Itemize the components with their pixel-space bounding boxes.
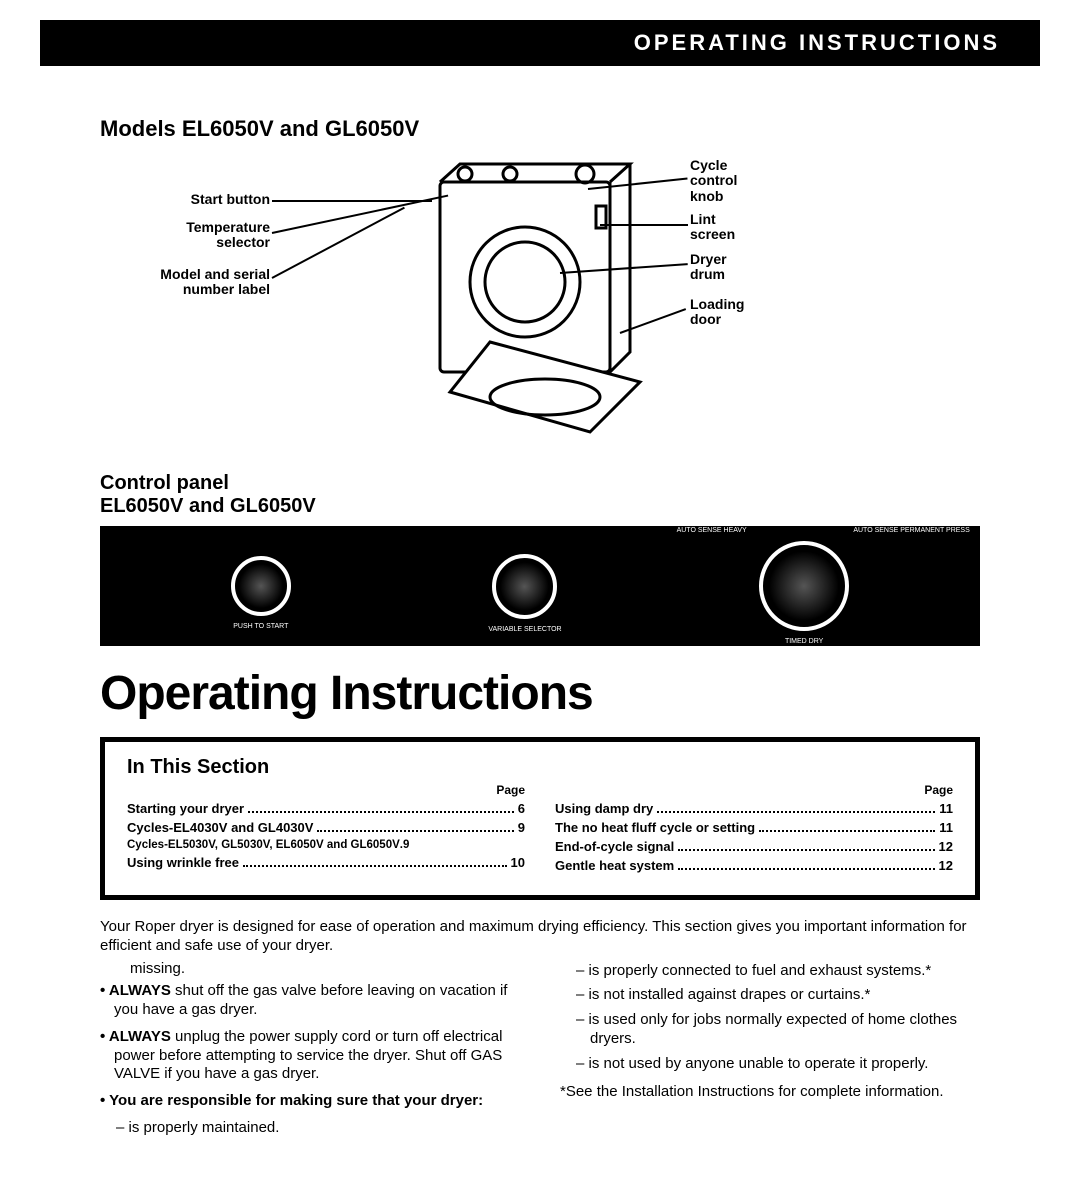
safety-columns: missing. ALWAYS shut off the gas valve b… [100, 960, 980, 1144]
page-content: Models EL6050V and GL6050V [0, 66, 1080, 1164]
toc-row: Starting your dryer6 [127, 801, 525, 816]
toc-row: Cycles-EL4030V and GL4030V9 [127, 820, 525, 835]
control-panel-image: PUSH TO START VARIABLE SELECTOR AUTO SEN… [100, 526, 980, 646]
callout-line [600, 224, 688, 226]
safety-dash: is properly connected to fuel and exhaus… [590, 962, 980, 981]
toc-left-column: Page Starting your dryer6 Cycles-EL4030V… [127, 783, 525, 877]
dryer-diagram: Start button Temperature selector Model … [100, 152, 980, 452]
safety-dash: is not used by anyone unable to operate … [590, 1055, 980, 1074]
safety-dash: is properly maintained. [130, 1119, 520, 1138]
safety-left: missing. ALWAYS shut off the gas valve b… [100, 960, 520, 1144]
callout-line [272, 200, 432, 202]
control-panel-heading: Control panel EL6050V and GL6050V [100, 472, 980, 518]
cycle-knob: AUTO SENSE HEAVY AUTO SENSE PERMANENT PR… [759, 541, 849, 631]
safety-bullet: ALWAYS shut off the gas valve before lea… [114, 982, 520, 1020]
selector-knob: VARIABLE SELECTOR [492, 554, 557, 619]
start-knob: PUSH TO START [231, 556, 291, 616]
header-bar: OPERATING INSTRUCTIONS [40, 20, 1040, 66]
safety-bullet: You are responsible for making sure that… [114, 1092, 520, 1111]
models-heading: Models EL6050V and GL6050V [100, 116, 980, 142]
safety-dash: is not installed against drapes or curta… [590, 986, 980, 1005]
main-title: Operating Instructions [100, 666, 980, 721]
dryer-illustration [410, 152, 670, 442]
toc-row: End-of-cycle signal12 [555, 839, 953, 854]
callout-lint-screen: Lint screen [690, 212, 735, 243]
toc-row: Using damp dry11 [555, 801, 953, 816]
callout-dryer-drum: Dryer drum [690, 252, 727, 283]
toc-box: In This Section Page Starting your dryer… [100, 737, 980, 900]
intro-paragraph: Your Roper dryer is designed for ease of… [100, 918, 980, 956]
toc-row: Gentle heat system12 [555, 858, 953, 873]
missing-text: missing. [130, 960, 520, 979]
header-title: OPERATING INSTRUCTIONS [634, 30, 1000, 55]
callout-cycle-knob: Cycle control knob [690, 158, 737, 204]
safety-bullet: ALWAYS unplug the power supply cord or t… [114, 1028, 520, 1084]
toc-row: Using wrinkle free10 [127, 855, 525, 870]
safety-right: is properly connected to fuel and exhaus… [560, 960, 980, 1144]
install-note: *See the Installation Instructions for c… [560, 1083, 980, 1102]
toc-right-column: Page Using damp dry11 The no heat fluff … [555, 783, 953, 877]
callout-model-serial: Model and serial number label [130, 267, 270, 298]
callout-loading-door: Loading door [690, 297, 744, 328]
toc-row: The no heat fluff cycle or setting11 [555, 820, 953, 835]
callout-temperature-selector: Temperature selector [130, 220, 270, 251]
safety-dash: is used only for jobs normally expected … [590, 1011, 980, 1049]
toc-row: Cycles-EL5030V, GL5030V, EL6050V and GL6… [127, 839, 525, 851]
callout-start-button: Start button [130, 192, 270, 207]
toc-title: In This Section [127, 756, 269, 779]
